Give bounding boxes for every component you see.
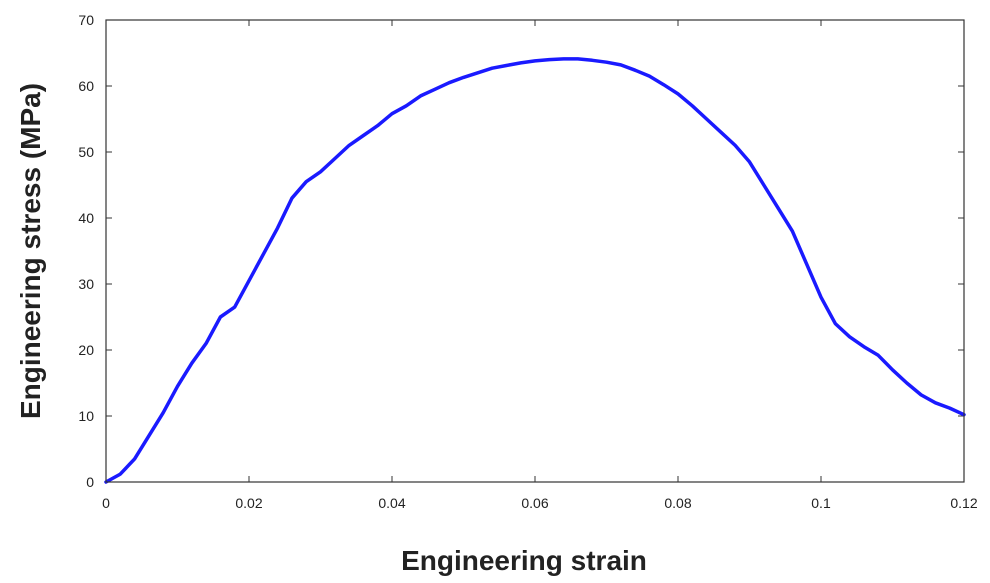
y-tick-label: 0 (86, 474, 94, 490)
plot-frame (105, 19, 965, 483)
x-tick-label: 0.06 (521, 495, 548, 511)
y-tick-label: 20 (78, 342, 94, 358)
y-tick-label: 30 (78, 276, 94, 292)
y-tick-label: 70 (78, 12, 94, 28)
y-tick-label: 40 (78, 210, 94, 226)
axis-ticks (105, 19, 965, 483)
y-tick-labels: 0 10 20 30 40 50 60 70 (78, 12, 94, 490)
x-tick-labels: 0 0.02 0.04 0.06 0.08 0.1 0.12 (102, 495, 978, 511)
x-axis-title: Engineering strain (401, 545, 647, 576)
x-tick-label: 0.1 (811, 495, 831, 511)
y-axis-title: Engineering stress (MPa) (15, 83, 46, 419)
x-tick-label: 0.04 (378, 495, 405, 511)
y-tick-label: 60 (78, 78, 94, 94)
y-tick-label: 50 (78, 144, 94, 160)
x-tick-label: 0 (102, 495, 110, 511)
x-tick-label: 0.08 (664, 495, 691, 511)
x-tick-label: 0.02 (235, 495, 262, 511)
y-tick-label: 10 (78, 408, 94, 424)
series-line (104, 57, 966, 484)
x-tick-label: 0.12 (950, 495, 977, 511)
